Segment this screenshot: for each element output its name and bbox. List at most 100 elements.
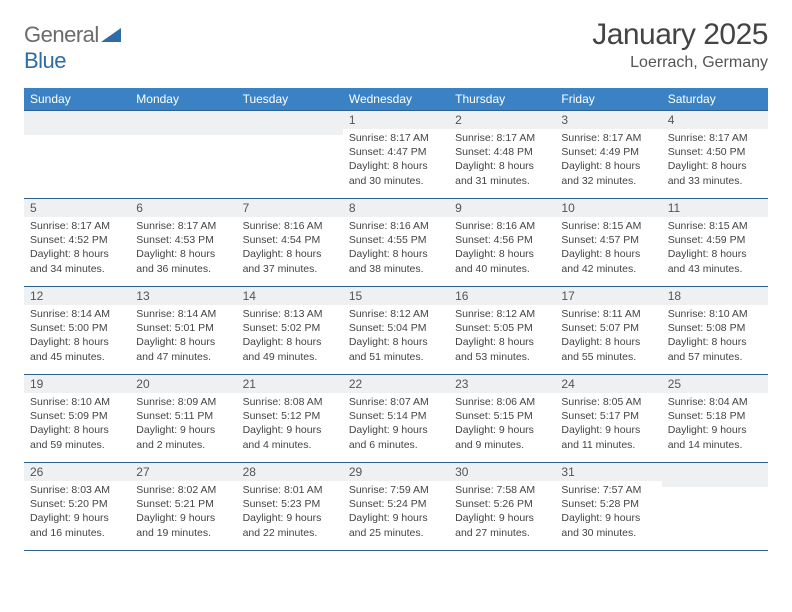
calendar-row: 5Sunrise: 8:17 AMSunset: 4:52 PMDaylight… [24, 199, 768, 287]
day-data: Sunrise: 8:04 AMSunset: 5:18 PMDaylight:… [662, 393, 768, 456]
logo: General Blue [24, 22, 121, 74]
weekday-header: Friday [555, 88, 661, 111]
calendar-cell: 28Sunrise: 8:01 AMSunset: 5:23 PMDayligh… [237, 463, 343, 551]
calendar-cell: 3Sunrise: 8:17 AMSunset: 4:49 PMDaylight… [555, 111, 661, 199]
calendar-cell [130, 111, 236, 199]
day-data: Sunrise: 7:59 AMSunset: 5:24 PMDaylight:… [343, 481, 449, 544]
weekday-header: Thursday [449, 88, 555, 111]
logo-word2: Blue [24, 48, 66, 73]
day-number: 26 [24, 463, 130, 481]
calendar-cell: 26Sunrise: 8:03 AMSunset: 5:20 PMDayligh… [24, 463, 130, 551]
day-number [24, 111, 130, 129]
logo-triangle-icon [101, 28, 121, 42]
weekday-header: Saturday [662, 88, 768, 111]
calendar-row: 1Sunrise: 8:17 AMSunset: 4:47 PMDaylight… [24, 111, 768, 199]
day-number: 2 [449, 111, 555, 129]
day-number [237, 111, 343, 129]
day-data: Sunrise: 8:17 AMSunset: 4:47 PMDaylight:… [343, 129, 449, 192]
day-data: Sunrise: 8:10 AMSunset: 5:09 PMDaylight:… [24, 393, 130, 456]
day-number: 8 [343, 199, 449, 217]
calendar-cell: 19Sunrise: 8:10 AMSunset: 5:09 PMDayligh… [24, 375, 130, 463]
day-data: Sunrise: 8:01 AMSunset: 5:23 PMDaylight:… [237, 481, 343, 544]
day-number: 7 [237, 199, 343, 217]
day-data: Sunrise: 8:15 AMSunset: 4:57 PMDaylight:… [555, 217, 661, 280]
day-data: Sunrise: 8:13 AMSunset: 5:02 PMDaylight:… [237, 305, 343, 368]
calendar-cell: 6Sunrise: 8:17 AMSunset: 4:53 PMDaylight… [130, 199, 236, 287]
day-number: 3 [555, 111, 661, 129]
calendar-cell: 14Sunrise: 8:13 AMSunset: 5:02 PMDayligh… [237, 287, 343, 375]
day-number: 31 [555, 463, 661, 481]
day-number: 24 [555, 375, 661, 393]
calendar-cell: 29Sunrise: 7:59 AMSunset: 5:24 PMDayligh… [343, 463, 449, 551]
calendar-cell: 21Sunrise: 8:08 AMSunset: 5:12 PMDayligh… [237, 375, 343, 463]
calendar-row: 19Sunrise: 8:10 AMSunset: 5:09 PMDayligh… [24, 375, 768, 463]
day-data: Sunrise: 8:14 AMSunset: 5:00 PMDaylight:… [24, 305, 130, 368]
day-number: 13 [130, 287, 236, 305]
weekday-header: Sunday [24, 88, 130, 111]
day-data: Sunrise: 8:15 AMSunset: 4:59 PMDaylight:… [662, 217, 768, 280]
page-subtitle: Loerrach, Germany [592, 54, 768, 72]
day-data: Sunrise: 8:10 AMSunset: 5:08 PMDaylight:… [662, 305, 768, 368]
calendar-cell: 30Sunrise: 7:58 AMSunset: 5:26 PMDayligh… [449, 463, 555, 551]
day-data: Sunrise: 8:17 AMSunset: 4:49 PMDaylight:… [555, 129, 661, 192]
calendar-cell: 23Sunrise: 8:06 AMSunset: 5:15 PMDayligh… [449, 375, 555, 463]
calendar-cell: 15Sunrise: 8:12 AMSunset: 5:04 PMDayligh… [343, 287, 449, 375]
calendar-cell: 7Sunrise: 8:16 AMSunset: 4:54 PMDaylight… [237, 199, 343, 287]
calendar-cell: 10Sunrise: 8:15 AMSunset: 4:57 PMDayligh… [555, 199, 661, 287]
day-data: Sunrise: 8:17 AMSunset: 4:48 PMDaylight:… [449, 129, 555, 192]
day-number: 30 [449, 463, 555, 481]
day-number: 23 [449, 375, 555, 393]
calendar-cell: 18Sunrise: 8:10 AMSunset: 5:08 PMDayligh… [662, 287, 768, 375]
day-number: 5 [24, 199, 130, 217]
logo-word1: General [24, 22, 99, 47]
day-number: 4 [662, 111, 768, 129]
day-number: 28 [237, 463, 343, 481]
calendar-cell: 11Sunrise: 8:15 AMSunset: 4:59 PMDayligh… [662, 199, 768, 287]
day-number: 11 [662, 199, 768, 217]
calendar-cell: 1Sunrise: 8:17 AMSunset: 4:47 PMDaylight… [343, 111, 449, 199]
page-title: January 2025 [592, 18, 768, 52]
day-number: 9 [449, 199, 555, 217]
calendar-cell: 25Sunrise: 8:04 AMSunset: 5:18 PMDayligh… [662, 375, 768, 463]
day-data: Sunrise: 8:11 AMSunset: 5:07 PMDaylight:… [555, 305, 661, 368]
weekday-header: Tuesday [237, 88, 343, 111]
day-data: Sunrise: 8:17 AMSunset: 4:50 PMDaylight:… [662, 129, 768, 192]
day-data: Sunrise: 8:14 AMSunset: 5:01 PMDaylight:… [130, 305, 236, 368]
calendar-cell: 22Sunrise: 8:07 AMSunset: 5:14 PMDayligh… [343, 375, 449, 463]
day-data: Sunrise: 8:17 AMSunset: 4:52 PMDaylight:… [24, 217, 130, 280]
day-data: Sunrise: 8:16 AMSunset: 4:55 PMDaylight:… [343, 217, 449, 280]
calendar-body: 1Sunrise: 8:17 AMSunset: 4:47 PMDaylight… [24, 111, 768, 551]
header: General Blue January 2025 Loerrach, Germ… [24, 18, 768, 74]
day-number: 19 [24, 375, 130, 393]
day-number [662, 463, 768, 481]
day-data: Sunrise: 8:12 AMSunset: 5:04 PMDaylight:… [343, 305, 449, 368]
day-data: Sunrise: 8:09 AMSunset: 5:11 PMDaylight:… [130, 393, 236, 456]
calendar-table: Sunday Monday Tuesday Wednesday Thursday… [24, 88, 768, 551]
day-number: 16 [449, 287, 555, 305]
day-data: Sunrise: 8:02 AMSunset: 5:21 PMDaylight:… [130, 481, 236, 544]
day-data: Sunrise: 7:57 AMSunset: 5:28 PMDaylight:… [555, 481, 661, 544]
day-number: 25 [662, 375, 768, 393]
calendar-row: 26Sunrise: 8:03 AMSunset: 5:20 PMDayligh… [24, 463, 768, 551]
calendar-cell: 20Sunrise: 8:09 AMSunset: 5:11 PMDayligh… [130, 375, 236, 463]
day-number: 14 [237, 287, 343, 305]
day-number: 10 [555, 199, 661, 217]
calendar-row: 12Sunrise: 8:14 AMSunset: 5:00 PMDayligh… [24, 287, 768, 375]
calendar-cell [24, 111, 130, 199]
day-number [130, 111, 236, 129]
day-data: Sunrise: 7:58 AMSunset: 5:26 PMDaylight:… [449, 481, 555, 544]
calendar-cell: 31Sunrise: 7:57 AMSunset: 5:28 PMDayligh… [555, 463, 661, 551]
day-data: Sunrise: 8:07 AMSunset: 5:14 PMDaylight:… [343, 393, 449, 456]
calendar-cell: 27Sunrise: 8:02 AMSunset: 5:21 PMDayligh… [130, 463, 236, 551]
day-number: 6 [130, 199, 236, 217]
day-number: 29 [343, 463, 449, 481]
day-data: Sunrise: 8:05 AMSunset: 5:17 PMDaylight:… [555, 393, 661, 456]
calendar-cell: 16Sunrise: 8:12 AMSunset: 5:05 PMDayligh… [449, 287, 555, 375]
day-data [130, 129, 236, 135]
calendar-cell: 2Sunrise: 8:17 AMSunset: 4:48 PMDaylight… [449, 111, 555, 199]
day-data: Sunrise: 8:16 AMSunset: 4:54 PMDaylight:… [237, 217, 343, 280]
day-data: Sunrise: 8:08 AMSunset: 5:12 PMDaylight:… [237, 393, 343, 456]
day-data [237, 129, 343, 135]
calendar-cell [237, 111, 343, 199]
day-number: 12 [24, 287, 130, 305]
